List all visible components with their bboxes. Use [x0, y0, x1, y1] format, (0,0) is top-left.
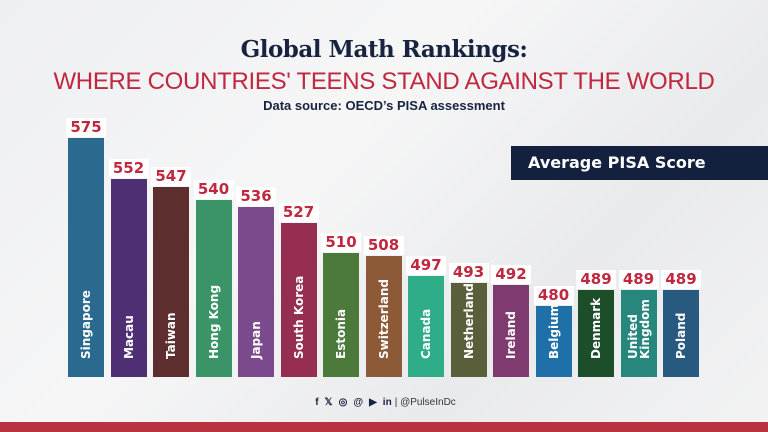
bar-value-label: 510: [321, 232, 361, 252]
bar-value-label: 497: [406, 255, 446, 275]
bar-value-label: 489: [618, 269, 659, 289]
bar-denmark: Denmark: [578, 289, 614, 377]
bar-category-label: South Korea: [291, 275, 306, 359]
bar-south-korea: South Korea: [280, 222, 317, 377]
social-handle: | @PulseInDc: [394, 397, 456, 408]
bar-category-label: Singapore: [79, 290, 93, 359]
facebook-icon[interactable]: f: [315, 397, 319, 408]
bar-value-label: 489: [661, 269, 701, 289]
linkedin-icon[interactable]: in: [382, 397, 392, 408]
bar-japan: Japan: [238, 206, 274, 377]
bar-category-label: Switzerland: [376, 279, 391, 359]
chart-title: Global Math Rankings:: [240, 36, 528, 63]
bar-ireland: Ireland: [493, 284, 529, 377]
bar-value-label: 493: [448, 262, 489, 282]
youtube-icon[interactable]: ▶: [369, 397, 377, 408]
bar-value-label: 489: [576, 269, 616, 289]
bar-value-label: 547: [151, 167, 191, 187]
bar-estonia: Estonia: [323, 252, 359, 377]
bar-belgium: Belgium: [535, 303, 572, 377]
chart-subtitle: WHERE COUNTRIES' TEENS STAND AGAINST THE…: [53, 68, 715, 95]
bar-hong-kong: Hong Kong: [195, 199, 232, 377]
bar-category-label: Hong Kong: [206, 284, 221, 359]
bar-value-label: 575: [66, 118, 106, 137]
instagram-icon[interactable]: ◎: [338, 397, 348, 408]
bar-switzerland: Switzerland: [365, 256, 402, 377]
bar-macau: Macau: [110, 178, 147, 377]
bar-category-label: Canada: [419, 308, 433, 359]
bar-value-label: 480: [533, 285, 574, 305]
bar-category-label: Denmark: [589, 297, 603, 359]
bar-value-label: 552: [108, 158, 149, 178]
footer-band: [0, 422, 768, 432]
bar-category-label: Taiwan: [164, 312, 178, 359]
bar-category-label: Netherlands: [461, 275, 476, 359]
bar-category-label: Belgium: [546, 303, 561, 359]
data-source: Data source: OECD’s PISA assessment: [263, 98, 505, 113]
bar-value-label: 492: [491, 264, 531, 284]
bar-canada: Canada: [408, 275, 444, 377]
bar-value-label: 540: [193, 179, 234, 199]
bar-value-label: 536: [236, 186, 276, 206]
bar-category-label: United Kingdom: [625, 299, 652, 359]
bar-singapore: Singapore: [68, 138, 104, 377]
bar-value-label: 508: [363, 236, 404, 256]
bar-netherlands: Netherlands: [450, 276, 487, 377]
bar-category-label: Japan: [249, 321, 263, 359]
bar-category-label: Estonia: [334, 308, 348, 359]
bar-category-label: Poland: [674, 312, 688, 359]
bar-category-label: Macau: [121, 315, 136, 359]
bar-value-label: 527: [278, 202, 319, 222]
bar-category-label: Ireland: [504, 311, 518, 359]
social-footer: f 𝕏 ◎ @ ▶ in | @PulseInDc: [0, 397, 768, 408]
bar-taiwan: Taiwan: [153, 187, 189, 377]
bar-united-kingdom: United Kingdom: [620, 289, 657, 377]
bar-poland: Poland: [663, 289, 699, 377]
x-icon[interactable]: 𝕏: [324, 397, 333, 408]
legend: Average PISA Score: [511, 146, 768, 180]
threads-icon[interactable]: @: [353, 397, 364, 408]
